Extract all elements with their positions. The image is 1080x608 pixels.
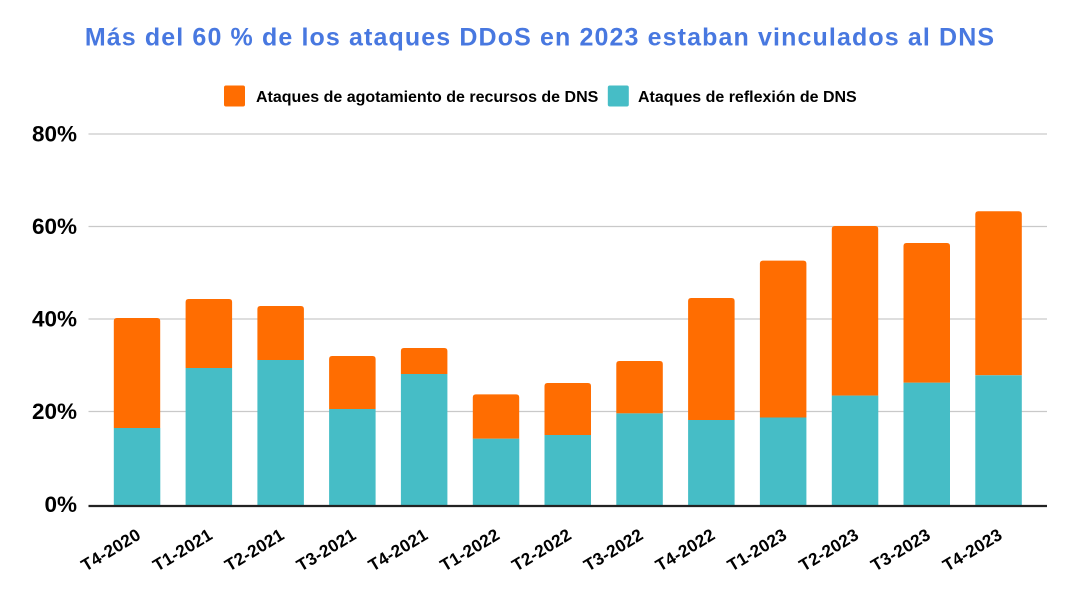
svg-text:80%: 80% xyxy=(32,122,77,147)
svg-text:20%: 20% xyxy=(32,399,77,424)
svg-text:0%: 0% xyxy=(44,492,77,517)
svg-text:40%: 40% xyxy=(32,307,77,332)
svg-text:Más del 60 % de los ataques DD: Más del 60 % de los ataques DDoS en 2023… xyxy=(85,24,995,52)
svg-text:60%: 60% xyxy=(32,214,77,239)
svg-text:Ataques de reflexión de DNS: Ataques de reflexión de DNS xyxy=(638,89,857,106)
svg-text:Ataques de agotamiento de recu: Ataques de agotamiento de recursos de DN… xyxy=(256,89,599,106)
